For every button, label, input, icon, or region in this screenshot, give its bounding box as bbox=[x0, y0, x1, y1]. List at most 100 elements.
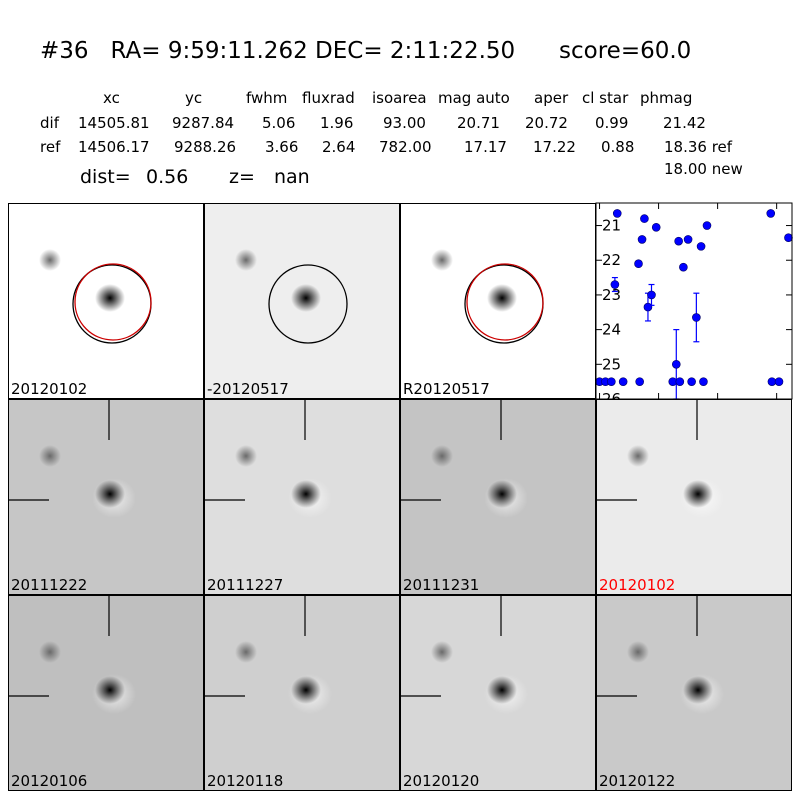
data-point bbox=[774, 377, 784, 386]
stamp-panel: 20120102 bbox=[8, 203, 204, 399]
companion-source bbox=[39, 445, 61, 467]
z-label: z= bbox=[229, 166, 255, 188]
companion-source bbox=[431, 249, 453, 271]
data-point bbox=[687, 377, 696, 386]
companion-source bbox=[39, 641, 61, 663]
candidate-title: #36 RA= 9:59:11.262 DEC= 2:11:22.50 scor… bbox=[40, 38, 692, 64]
col-header-xc: xc bbox=[103, 89, 120, 107]
data-point bbox=[618, 377, 628, 386]
col-header-mag-auto: mag auto bbox=[438, 89, 510, 107]
data-point bbox=[699, 377, 708, 386]
table-cell: 782.00 bbox=[379, 138, 432, 156]
companion-source bbox=[235, 249, 257, 271]
target-source bbox=[291, 284, 321, 312]
data-point bbox=[671, 360, 681, 369]
stamp-panel: 20120106 bbox=[8, 595, 204, 791]
table-cell: 1.96 bbox=[320, 114, 354, 132]
aperture-circle-red bbox=[466, 263, 544, 341]
y-tick-label: 22 bbox=[602, 251, 621, 269]
row-label-dif: dif bbox=[40, 114, 59, 132]
table-cell: 5.06 bbox=[262, 114, 296, 132]
table-cell: 20.71 bbox=[457, 114, 500, 132]
stamp-panel: 20111227 bbox=[204, 399, 400, 595]
stamp-panel: 20111231 bbox=[400, 399, 596, 595]
aperture-circle bbox=[268, 264, 348, 344]
target-source bbox=[95, 284, 125, 312]
col-header-phmag: phmag bbox=[640, 89, 693, 107]
table-cell: 17.22 bbox=[533, 138, 576, 156]
stamp-image bbox=[597, 596, 791, 790]
table-cell: 14506.17 bbox=[78, 138, 150, 156]
stamp-image bbox=[205, 204, 399, 398]
col-header-fluxrad: fluxrad bbox=[302, 89, 355, 107]
panel-label: 20120120 bbox=[403, 772, 480, 790]
panel-label: R20120517 bbox=[403, 380, 490, 398]
stamp-panel: 20120122 bbox=[596, 595, 792, 791]
col-header-yc: yc bbox=[185, 89, 203, 107]
stamp-image bbox=[205, 596, 399, 790]
panel-label: 20111227 bbox=[207, 576, 284, 594]
table-cell: 93.00 bbox=[383, 114, 426, 132]
stamp-image bbox=[9, 596, 203, 790]
row-label-ref: ref bbox=[40, 138, 61, 156]
panel-label: 20111222 bbox=[11, 576, 88, 594]
target-source bbox=[487, 676, 517, 704]
data-point bbox=[643, 302, 653, 312]
stamp-image bbox=[9, 400, 203, 594]
panel-label: 20120122 bbox=[599, 772, 676, 790]
y-tick-label: 23 bbox=[602, 286, 621, 304]
new-phmag: 18.00 new bbox=[664, 160, 743, 178]
col-header-aper: aper bbox=[534, 89, 569, 107]
table-cell: 3.66 bbox=[265, 138, 299, 156]
data-point bbox=[647, 290, 656, 300]
table-cell: 9287.84 bbox=[172, 114, 235, 132]
data-point bbox=[784, 233, 793, 242]
stamp-panel: 20120120 bbox=[400, 595, 596, 791]
stamp-panel: 20111222 bbox=[8, 399, 204, 595]
data-point bbox=[610, 280, 620, 289]
col-header-cl-star: cl star bbox=[582, 89, 629, 107]
z-value: nan bbox=[274, 166, 310, 188]
companion-source bbox=[627, 445, 649, 467]
stamp-panel: 20120102 bbox=[596, 399, 792, 595]
table-cell: 20.72 bbox=[525, 114, 568, 132]
y-tick-label: 24 bbox=[602, 321, 621, 339]
data-point bbox=[634, 259, 643, 269]
panel-label: 20120102 bbox=[11, 380, 88, 398]
y-tick-label: 25 bbox=[602, 355, 621, 373]
stamp-image bbox=[9, 204, 203, 398]
companion-source bbox=[627, 641, 649, 663]
table-cell: 18.36 ref bbox=[664, 138, 733, 156]
panel-label: 20120106 bbox=[11, 772, 88, 790]
stamp-panel: R20120517 bbox=[400, 203, 596, 399]
companion-source bbox=[235, 641, 257, 663]
plot-background bbox=[596, 203, 792, 399]
panel-label: -20120517 bbox=[207, 380, 289, 398]
data-point bbox=[696, 242, 706, 251]
dist-value: 0.56 bbox=[146, 166, 189, 188]
companion-source bbox=[431, 641, 453, 663]
target-source bbox=[683, 676, 713, 704]
table-cell: 17.17 bbox=[464, 138, 507, 156]
data-point bbox=[651, 222, 661, 232]
panel-label: 20120102 bbox=[599, 576, 676, 594]
data-point bbox=[683, 235, 693, 244]
stamp-panel: 20120118 bbox=[204, 595, 400, 791]
table-cell: 2.64 bbox=[322, 138, 356, 156]
target-source bbox=[683, 480, 713, 508]
stamp-image bbox=[401, 596, 595, 790]
col-header-fwhm: fwhm bbox=[246, 89, 288, 107]
data-point bbox=[766, 209, 776, 218]
lightcurve-panel: 212223242526050100150 bbox=[595, 202, 793, 420]
data-point bbox=[637, 235, 647, 244]
data-point bbox=[675, 377, 685, 386]
table-cell: 9288.26 bbox=[174, 138, 237, 156]
panel-label: 20111231 bbox=[403, 576, 480, 594]
data-point bbox=[692, 313, 701, 322]
panel-label: 20120118 bbox=[207, 772, 284, 790]
table-cell: 0.99 bbox=[595, 114, 629, 132]
data-point bbox=[635, 377, 644, 386]
stamp-image bbox=[205, 400, 399, 594]
companion-source bbox=[235, 445, 257, 467]
stamp-panel: -20120517 bbox=[204, 203, 400, 399]
